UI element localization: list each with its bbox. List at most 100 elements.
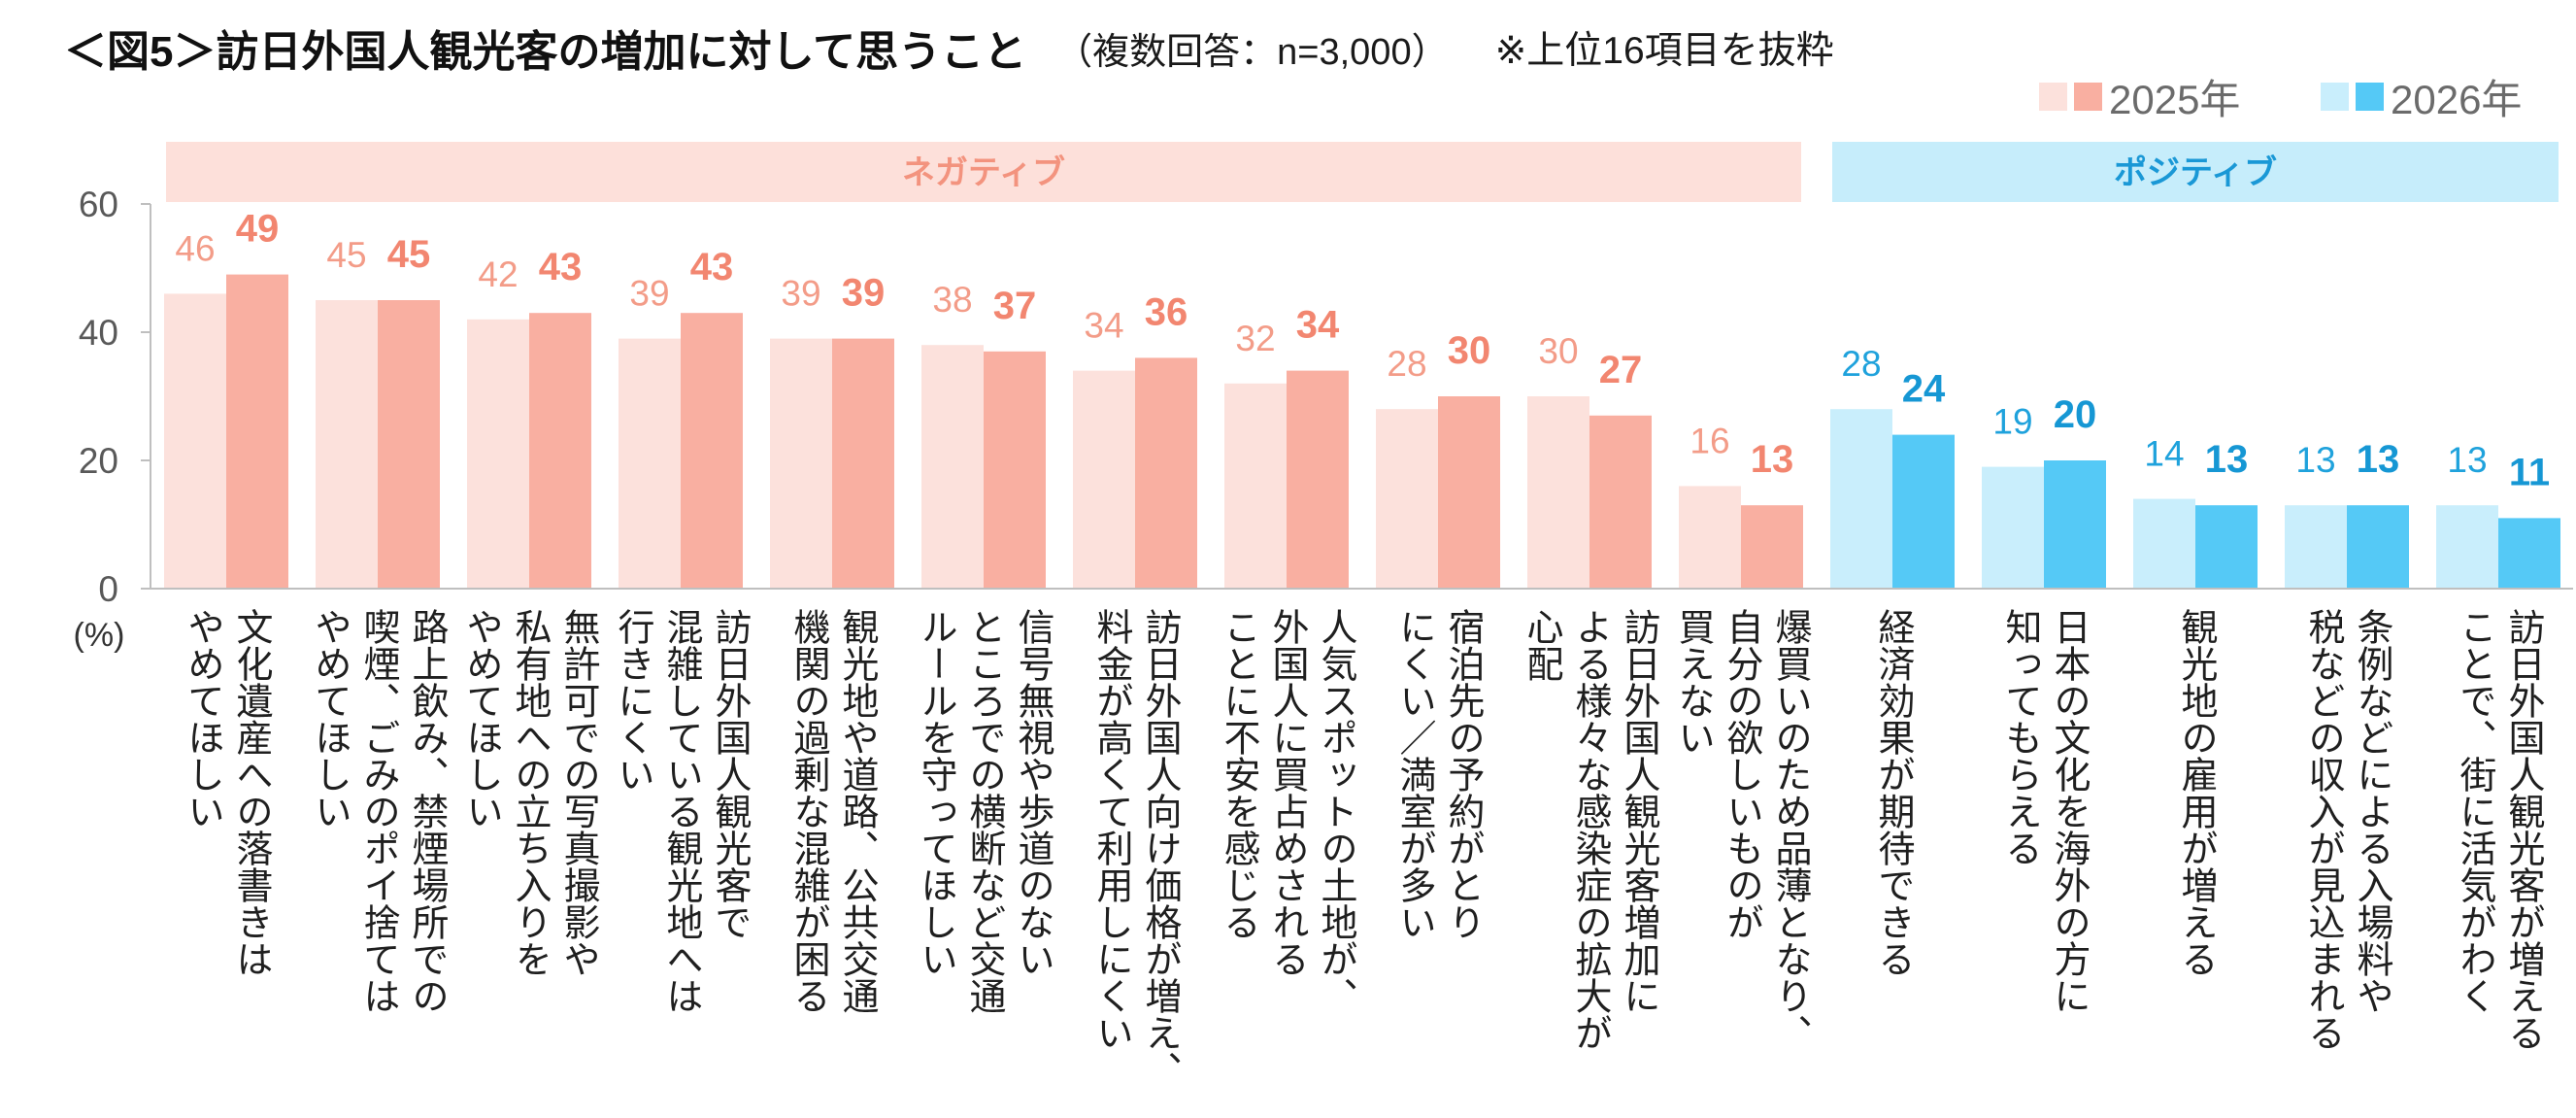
legend-swatch	[2321, 82, 2349, 111]
category-label-line: 税などの収入が見込まれる	[2302, 608, 2343, 1051]
category-label-line: 観光地や道路、公共交通	[836, 608, 877, 1014]
bar-2025-item-13	[1982, 466, 2044, 589]
y-tick-label: 40	[79, 313, 118, 353]
bar-2026-item-2	[378, 300, 440, 589]
value-label-2026-item-9: 30	[1448, 329, 1491, 372]
value-label-2026-item-7: 36	[1145, 290, 1188, 333]
legend-swatch	[2039, 82, 2067, 111]
category-label-line: ことで、街に活気がわく	[2454, 608, 2494, 1014]
value-label-2026-item-1: 49	[236, 208, 280, 251]
value-label-2025-item-4: 39	[629, 274, 669, 314]
bar-2025-item-3	[467, 319, 529, 589]
bar-2026-item-9	[1438, 396, 1500, 589]
category-label-15: 条例などによる入場料や 税などの収入が見込まれる	[2298, 608, 2395, 1051]
category-label-1: 文化遺産への落書きは やめてほしい	[178, 608, 275, 977]
value-label-2025-item-15: 13	[2295, 440, 2335, 480]
category-label-6: 信号無視や歩道のない ところでの横断など交通 ルールを守ってほしい	[911, 608, 1056, 1014]
category-label-line: 路上飲み、禁煙場所での	[406, 608, 447, 1014]
bar-2025-item-12	[1830, 409, 1892, 589]
legend-item-2026: 2026年	[2321, 77, 2522, 122]
category-label-line: 宿泊先の予約がとり	[1442, 608, 1483, 940]
bar-2026-item-13	[2044, 460, 2106, 589]
category-label-3: 無許可での写真撮影や 私有地への立ち入りを やめてほしい	[456, 608, 602, 977]
chart-title: ＜図5＞訪日外国人観光客の増加に対して思うこと	[64, 28, 1027, 76]
legend-swatch	[2074, 82, 2102, 111]
category-label-line: 混雑している観光地へは	[660, 608, 701, 1014]
category-label-line: 無許可での写真撮影や	[557, 608, 598, 977]
value-label-2026-item-14: 13	[2205, 438, 2249, 481]
group-band-label: ポジティブ	[2114, 153, 2277, 191]
value-label-2025-item-11: 16	[1689, 421, 1729, 460]
bar-2026-item-1	[226, 274, 288, 589]
category-label-line: 機関の過剰な混雑が困る	[787, 608, 828, 1014]
category-label-line: 知ってもらえる	[1999, 608, 2040, 866]
bar-2026-item-15	[2347, 505, 2409, 589]
value-label-2026-item-16: 11	[2509, 451, 2550, 493]
category-label-line: 文化遺産への落書きは	[230, 608, 271, 977]
bar-2026-item-12	[1892, 434, 1955, 589]
bar-2025-item-8	[1224, 383, 1287, 589]
category-label-12: 経済効果が期待できる	[1868, 608, 1917, 977]
category-label-line: 買えない	[1672, 608, 1713, 756]
value-label-2026-item-15: 13	[2357, 438, 2400, 481]
category-label-13: 日本の文化を海外の方に 知ってもらえる	[1995, 608, 2092, 1014]
category-label-line: 訪日外国人観光客が増える	[2502, 608, 2543, 1051]
category-label-line: やめてほしい	[309, 608, 350, 830]
category-label-line: 信号無視や歩道のない	[1012, 608, 1053, 977]
category-label-line: 私有地への立ち入りを	[509, 608, 550, 977]
category-label-8: 人気スポットの土地が、 外国人に買占めされる ことに不安を感じる	[1214, 608, 1359, 1014]
value-label-2025-item-5: 39	[781, 274, 820, 314]
value-label-2025-item-12: 28	[1841, 344, 1881, 384]
bar-2026-item-14	[2195, 505, 2258, 589]
value-label-2025-item-9: 28	[1387, 344, 1426, 384]
value-label-2025-item-1: 46	[175, 228, 215, 268]
chart-title-row: ＜図5＞訪日外国人観光客の増加に対して思うこと （複数回答：n=3,000） ※…	[64, 21, 1834, 76]
group-band-label: ネガティブ	[902, 153, 1065, 191]
value-label-2026-item-8: 34	[1296, 304, 1340, 347]
category-label-10: 訪日外国人観光客増加に よる様々な感染症の拡大が 心配	[1517, 608, 1662, 1051]
category-label-11: 爆買いのため品薄となり、 自分の欲しいものが 買えない	[1668, 608, 1814, 1051]
category-label-line: 訪日外国人向け価格が増え、	[1139, 608, 1180, 1088]
y-axis-unit: (%)	[74, 617, 125, 654]
category-label-2: 路上飲み、禁煙場所での 喫煙、ごみのポイ捨ては やめてほしい	[305, 608, 451, 1014]
bar-2025-item-4	[619, 338, 681, 589]
category-label-line: やめてほしい	[460, 608, 501, 830]
bar-2026-item-3	[529, 313, 591, 589]
category-label-line: ことに不安を感じる	[1218, 608, 1258, 940]
y-tick-label: 60	[79, 185, 118, 224]
value-label-2025-item-10: 30	[1538, 331, 1578, 371]
y-tick-label: 20	[79, 441, 118, 481]
value-label-2026-item-2: 45	[387, 233, 431, 276]
value-label-2025-item-6: 38	[932, 280, 972, 320]
bar-2025-item-7	[1073, 370, 1135, 589]
category-label-line: 心配	[1521, 608, 1561, 682]
category-label-line: 条例などによる入場料や	[2351, 608, 2392, 1014]
value-label-2025-item-13: 19	[1992, 402, 2032, 442]
y-tick-label: 0	[98, 569, 118, 609]
bar-2025-item-6	[921, 345, 984, 589]
value-label-2026-item-13: 20	[2054, 393, 2097, 436]
category-label-line: 喫煙、ごみのポイ捨ては	[357, 608, 398, 1014]
group-band	[1832, 142, 2559, 202]
bar-2026-item-8	[1287, 370, 1349, 589]
category-label-line: 料金が高くて利用しにくい	[1090, 608, 1131, 1051]
bar-2025-item-15	[2285, 505, 2347, 589]
legend-label: 2026年	[2391, 76, 2523, 122]
chart-subtitle: （複数回答：n=3,000）	[1055, 31, 1449, 73]
category-label-line: 爆買いのため品薄となり、	[1769, 608, 1810, 1051]
value-label-2026-item-12: 24	[1902, 368, 1946, 411]
legend-label: 2025年	[2109, 76, 2241, 122]
bar-2025-item-9	[1376, 409, 1438, 589]
bar-2025-item-14	[2133, 498, 2195, 589]
category-label-line: 日本の文化を海外の方に	[2048, 608, 2089, 1014]
value-label-2026-item-4: 43	[690, 246, 734, 288]
bar-2025-item-2	[316, 300, 378, 589]
bar-2026-item-4	[681, 313, 743, 589]
bar-2025-item-1	[164, 293, 226, 589]
category-label-line: ところでの横断など交通	[963, 608, 1004, 1014]
value-label-2025-item-7: 34	[1084, 306, 1123, 346]
category-label-14: 観光地の雇用が増える	[2171, 608, 2220, 977]
category-label-9: 宿泊先の予約がとり にくい／満室が多い	[1389, 608, 1487, 940]
